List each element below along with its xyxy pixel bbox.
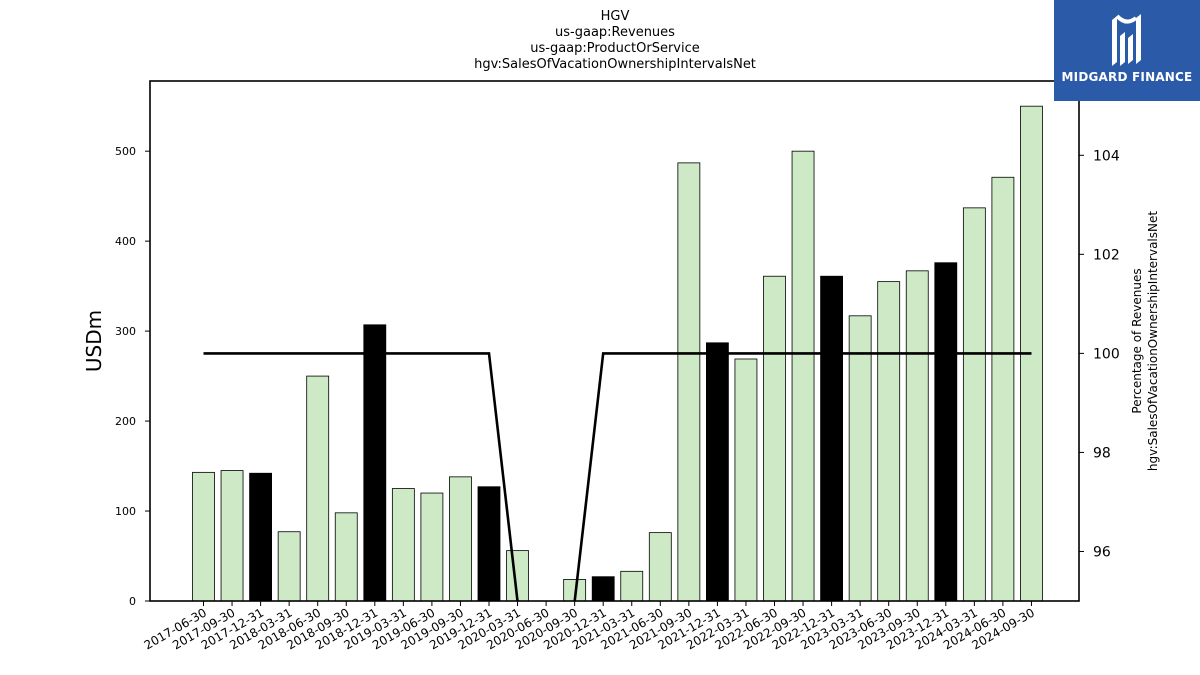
bar — [934, 262, 958, 602]
percentage-line-group — [203, 352, 1032, 602]
bar — [820, 275, 843, 602]
bar — [620, 570, 644, 602]
right-y-axis-label: Percentage of Revenues hgv:SalesOfVacatio… — [1130, 211, 1160, 471]
bar — [363, 324, 387, 602]
bar — [391, 488, 415, 602]
midgard-finance-logo: MIDGARD FINANCE — [1054, 0, 1200, 101]
plot-frame — [149, 80, 1080, 602]
bar — [877, 281, 901, 602]
y2-tick-label: 102 — [1093, 247, 1120, 263]
y2-label-line: hgv:SalesOfVacationOwnershipIntervalsNet — [1146, 211, 1160, 471]
logo-text: MIDGARD FINANCE — [1061, 70, 1193, 84]
bar — [991, 176, 1015, 602]
y-tick-label: 300 — [115, 325, 136, 338]
y2-tick-label: 96 — [1093, 544, 1111, 560]
y-tick-label: 500 — [115, 145, 136, 158]
chart-title: HGVus-gaap:Revenuesus-gaap:ProductOrServ… — [474, 9, 756, 72]
bar — [763, 275, 786, 602]
y-tick-label: 400 — [115, 235, 136, 248]
y2-tick-label: 104 — [1093, 148, 1120, 164]
chart-title-line: HGV — [601, 9, 630, 24]
y2-tick-label: 98 — [1093, 445, 1111, 461]
midgard-logo-icon — [1112, 14, 1141, 66]
y-tick-label: 0 — [129, 595, 136, 608]
bar — [734, 358, 758, 602]
bar — [848, 315, 872, 602]
bar — [648, 532, 672, 602]
bar — [220, 470, 244, 602]
bar — [249, 472, 273, 602]
y2-tick-label: 100 — [1093, 346, 1120, 362]
chart-title-line: us-gaap:Revenues — [555, 25, 675, 40]
bar — [334, 512, 358, 602]
bar — [706, 342, 729, 602]
y-axis-label: USDm — [82, 310, 106, 372]
y2-label-line: Percentage of Revenues — [1130, 268, 1144, 413]
y-tick-label: 100 — [115, 505, 136, 518]
bar — [420, 492, 444, 602]
bar — [277, 531, 301, 602]
bar — [677, 162, 701, 602]
bar — [591, 576, 615, 602]
left-y-axis: 0 100 200 300 400 500 — [115, 145, 150, 608]
percentage-line — [203, 352, 1032, 602]
chart-title-line: hgv:SalesOfVacationOwnershipIntervalsNet — [474, 57, 756, 72]
chart-title-line: us-gaap:ProductOrService — [530, 41, 700, 56]
bar — [192, 471, 215, 602]
y-tick-label: 200 — [115, 415, 136, 428]
bar — [449, 476, 472, 602]
bar — [791, 150, 815, 602]
bar — [905, 270, 929, 602]
bar — [306, 375, 330, 602]
right-y-axis: 96 98 100 102 104 — [1079, 148, 1120, 560]
bar — [962, 207, 986, 602]
x-axis: 2017-06-302017-09-302017-12-312018-03-31… — [142, 601, 1037, 652]
bar — [477, 486, 501, 602]
